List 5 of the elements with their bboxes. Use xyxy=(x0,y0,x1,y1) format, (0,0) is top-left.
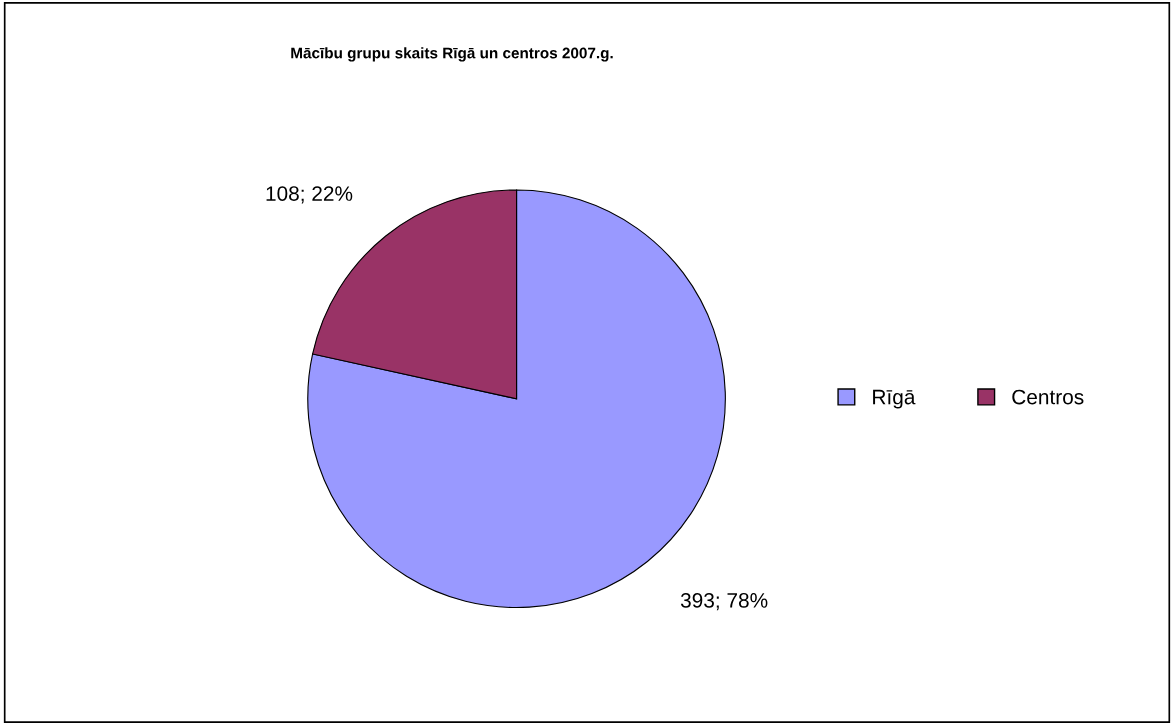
legend-label: Centros xyxy=(1012,389,1084,405)
chart-title: Mācību grupu skaits Rīgā un centros 2007.g. xyxy=(291,47,613,62)
data-label: 108; 22% xyxy=(266,186,353,204)
legend-label: Rīgā xyxy=(873,389,916,409)
data-label: 393; 78% xyxy=(680,592,768,611)
